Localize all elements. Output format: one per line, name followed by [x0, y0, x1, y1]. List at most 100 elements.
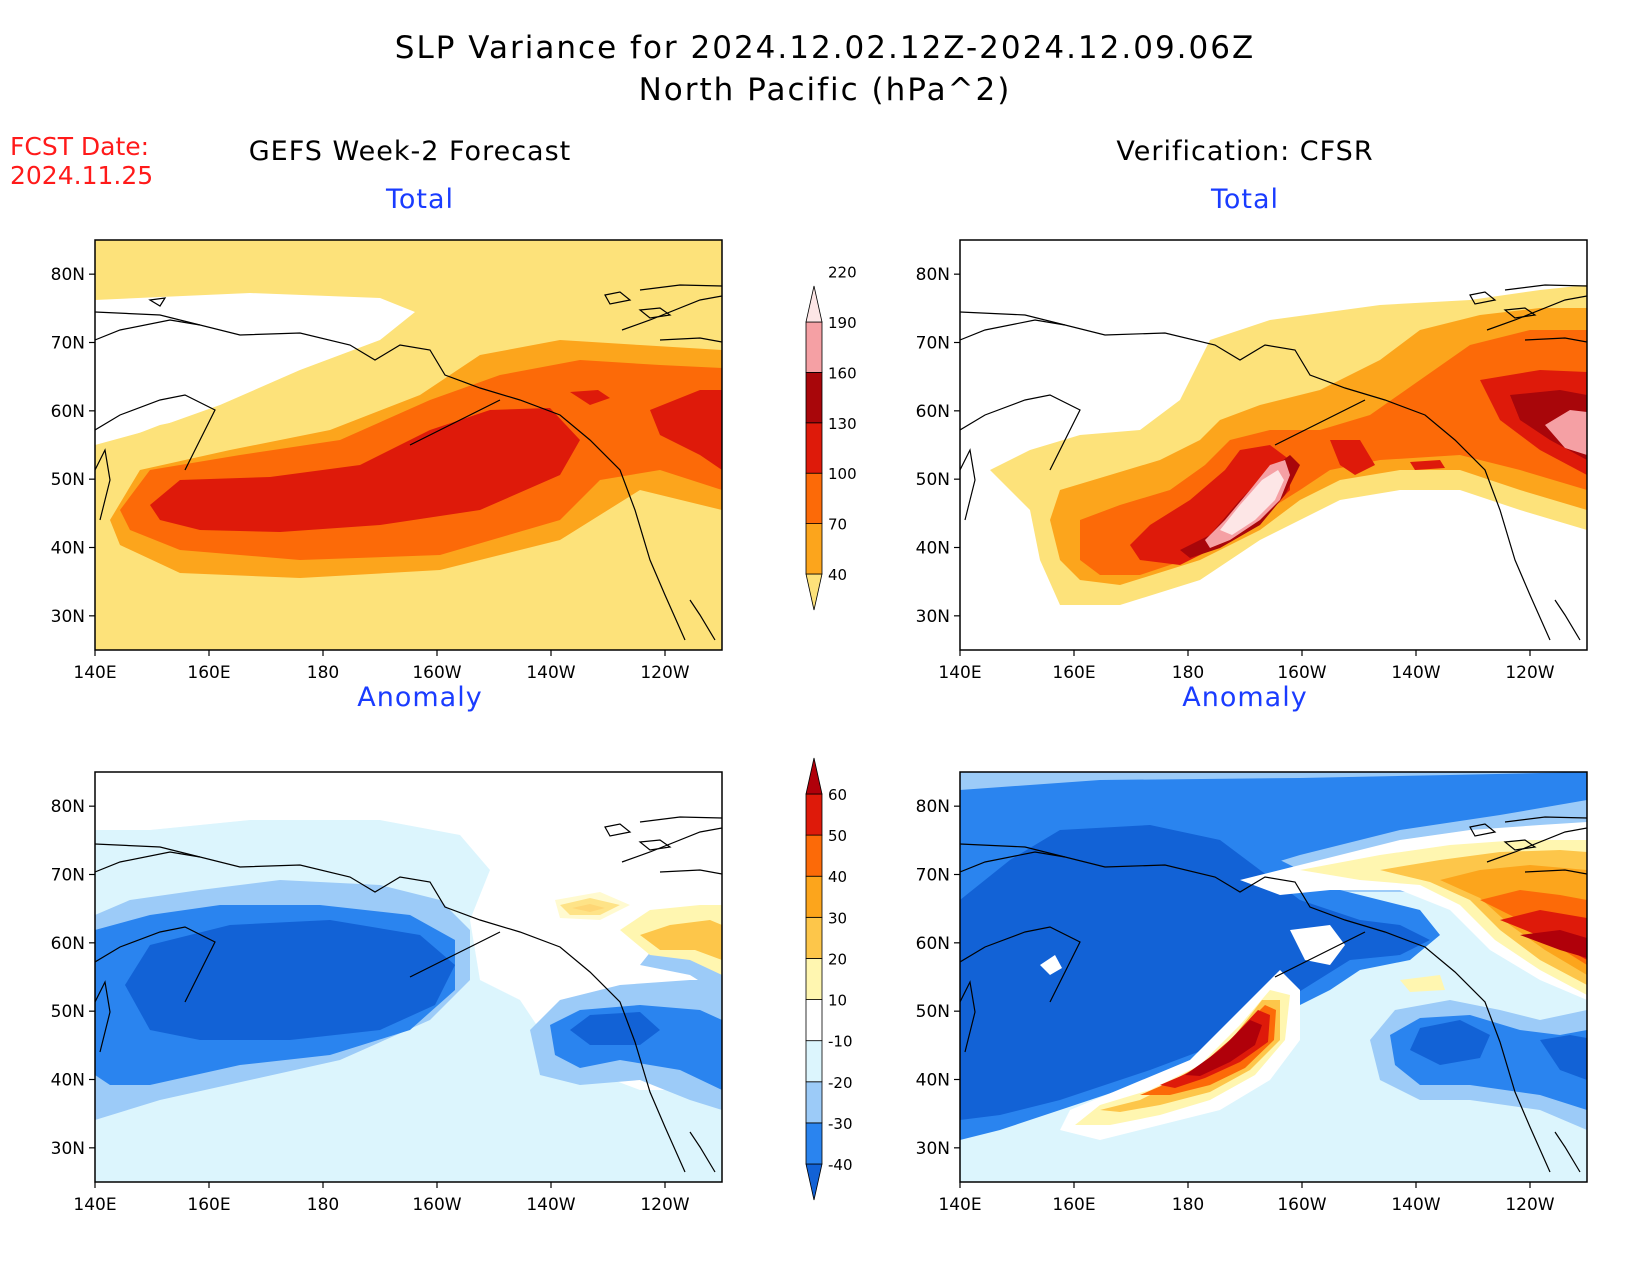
legend-swatch-anomaly: [805, 793, 823, 836]
legend-label-total: 130: [828, 415, 857, 433]
legend-label-anomaly: 10: [828, 992, 847, 1010]
legend-label-anomaly: 60: [828, 786, 847, 804]
lat-tick-label: 60N: [916, 402, 950, 422]
lat-tick-label: 80N: [916, 797, 950, 817]
lat-tick-label: 50N: [916, 470, 950, 490]
lat-tick-label: 50N: [916, 1002, 950, 1022]
lon-tick-label: 140W: [526, 1195, 575, 1215]
panel-label-verif-total: Total: [1210, 184, 1280, 215]
legend-swatch-anomaly: [805, 1081, 823, 1124]
contour-fill-verif-total: [990, 285, 1587, 605]
lat-tick-label: 50N: [51, 1002, 85, 1022]
lon-tick-label: 120W: [640, 663, 689, 683]
legend-label-anomaly: -20: [828, 1074, 853, 1092]
legend-label-total: 190: [828, 314, 857, 332]
lon-tick-label: 140E: [938, 663, 981, 683]
lat-tick-label: 70N: [51, 866, 85, 886]
coastline-fcst-anomaly: [95, 816, 722, 1173]
panel-label-fcst-anomaly: Anomaly: [357, 682, 483, 713]
legend-layer: 40 70 100 130 160 190 220 -40 -30 -20 -10 10 20 30 40 5…: [805, 264, 857, 1201]
legend-label-anomaly: -40: [828, 1156, 853, 1174]
legend-label-total: 70: [828, 516, 847, 534]
lon-tick-label: 140W: [1391, 663, 1440, 683]
figure-title-line1: SLP Variance for 2024.12.02.12Z-2024.12.…: [394, 30, 1256, 66]
legend-label-anomaly: -10: [828, 1033, 853, 1051]
lon-tick-label: 140W: [526, 663, 575, 683]
legend-label-total: 100: [828, 465, 857, 483]
lon-tick-label: 160W: [1277, 1195, 1326, 1215]
fcst-date-value: 2024.11.25: [10, 161, 154, 190]
forecast-column-title: GEFS Week-2 Forecast: [248, 136, 572, 167]
lon-tick-label: 140W: [1391, 1195, 1440, 1215]
lat-tick-label: 80N: [51, 265, 85, 285]
figure-title-line2: North Pacific (hPa^2): [638, 72, 1012, 108]
lon-tick-label: 160W: [412, 663, 461, 683]
legend-label-anomaly: -30: [828, 1115, 853, 1133]
legend-label-anomaly: 50: [828, 827, 847, 845]
lon-tick-label: 180: [307, 663, 339, 683]
map-frame-verif-total: [959, 239, 1588, 651]
legend-swatch-anomaly: [805, 916, 823, 959]
lat-tick-label: 70N: [51, 334, 85, 354]
lon-tick-label: 180: [1172, 1195, 1204, 1215]
legend-swatch-anomaly: [805, 958, 823, 1000]
contour-fill-fcst-anomaly: [95, 820, 722, 1182]
axes-layer: 80N 70N 60N 50N 40N 30N 140E 160E 180 160W 140W 120…: [51, 265, 1555, 1215]
legend-label-total: 220: [828, 264, 857, 282]
legend-swatch-anomaly: [805, 834, 823, 877]
lat-tick-label: 60N: [51, 934, 85, 954]
legend-swatch-total: [805, 523, 823, 575]
legend-swatch-total: [805, 422, 823, 474]
lat-tick-label: 70N: [916, 866, 950, 886]
legend-swatch-anomaly: [805, 1122, 823, 1165]
lon-tick-label: 120W: [640, 1195, 689, 1215]
legend-swatch-total: [805, 321, 823, 373]
legend-label-total: 160: [828, 364, 857, 382]
lon-tick-label: 180: [307, 1195, 339, 1215]
legend-swatch-anomaly: [805, 999, 823, 1042]
lat-tick-label: 80N: [916, 265, 950, 285]
lat-tick-label: 40N: [51, 1071, 85, 1091]
lon-tick-label: 180: [1172, 663, 1204, 683]
lat-tick-label: 60N: [916, 934, 950, 954]
map-panel-verif-total: [959, 239, 1588, 651]
lon-tick-label: 160E: [1052, 663, 1095, 683]
coastline-verif-anomaly: [960, 816, 1587, 1173]
contour-fill-fcst-total: [95, 240, 722, 650]
coastline-fcst-total: [95, 284, 722, 641]
legend-swatch-total: [805, 573, 823, 611]
legend-swatch-anomaly: [805, 757, 823, 795]
lon-tick-label: 160E: [1052, 1195, 1095, 1215]
lon-tick-label: 120W: [1505, 1195, 1554, 1215]
lon-tick-label: 160W: [1277, 663, 1326, 683]
verification-column-title: Verification: CFSR: [1116, 136, 1374, 167]
map-frame-fcst-total: [94, 239, 723, 651]
map-frame-verif-anomaly: [959, 771, 1588, 1183]
map-frame-fcst-anomaly: [94, 771, 723, 1183]
legend-swatch-total: [805, 371, 823, 424]
panel-label-verif-anomaly: Anomaly: [1182, 682, 1308, 713]
lat-tick-label: 30N: [51, 1139, 85, 1159]
panel-label-fcst-total: Total: [385, 184, 455, 215]
lat-tick-label: 80N: [51, 797, 85, 817]
legend-label-anomaly: 30: [828, 909, 847, 927]
lat-tick-label: 30N: [51, 607, 85, 627]
legend-swatch-total: [805, 285, 823, 323]
fcst-date-label: FCST Date:: [10, 132, 150, 161]
map-panel-verif-anomaly: [959, 771, 1588, 1183]
coastline-verif-total: [960, 284, 1587, 641]
legend-swatch-anomaly: [805, 875, 823, 918]
lat-tick-label: 60N: [51, 402, 85, 422]
legend-swatch-total: [805, 472, 823, 525]
lon-tick-label: 140E: [938, 1195, 981, 1215]
lat-tick-label: 30N: [916, 607, 950, 627]
lon-tick-label: 160W: [412, 1195, 461, 1215]
lat-tick-label: 50N: [51, 470, 85, 490]
lon-tick-label: 160E: [187, 1195, 230, 1215]
lat-tick-label: 40N: [916, 539, 950, 559]
lat-tick-label: 40N: [916, 1071, 950, 1091]
legend-label-anomaly: 40: [828, 868, 847, 886]
legend-label-total: 40: [828, 566, 847, 584]
lat-tick-label: 30N: [916, 1139, 950, 1159]
